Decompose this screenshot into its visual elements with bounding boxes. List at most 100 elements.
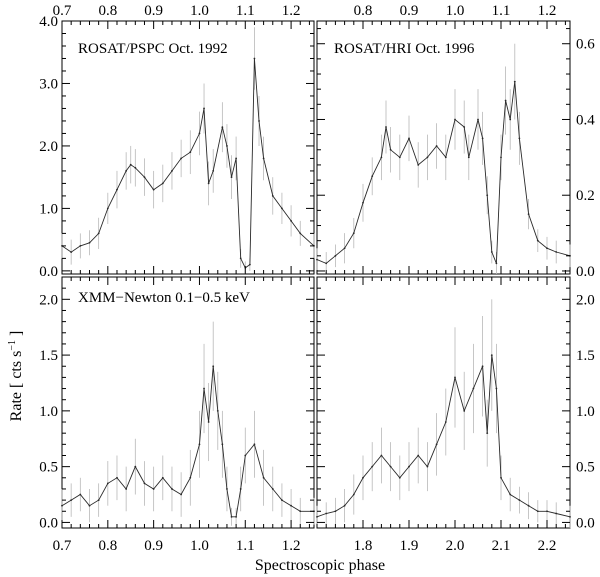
x-tick-label-hri-4: 1.2 (538, 3, 557, 19)
data-point-pspc-11 (152, 188, 155, 191)
data-point-hri-28 (518, 137, 521, 140)
x-tick-label-hri-2: 1.0 (446, 3, 465, 19)
x-tick-label-xmm2-4: 2.2 (538, 538, 557, 554)
data-point-xmm2-12 (426, 465, 429, 468)
data-point-pspc-23 (235, 157, 238, 160)
data-point-pspc-24 (239, 257, 242, 260)
panel-title-xmm1: XMM−Newton 0.1−0.5 keV (78, 290, 250, 306)
y-tick-label-hri-2: 0.4 (576, 112, 595, 128)
data-point-xmm2-25 (527, 504, 530, 507)
panel-frame-pspc (61, 20, 315, 275)
data-point-hri-20 (481, 137, 484, 140)
data-point-hri-11 (408, 137, 410, 140)
data-point-xmm2-0 (316, 515, 318, 518)
data-point-pspc-13 (171, 170, 173, 172)
data-point-xmm1-7 (125, 488, 128, 490)
data-point-pspc-32 (290, 220, 292, 222)
panel-frame-xmm2 (316, 276, 571, 529)
y-tick-label-hri-0: 0.0 (576, 264, 595, 280)
data-point-hri-29 (527, 213, 530, 216)
data-point-xmm2-6 (371, 465, 374, 468)
y-tick-label-hri-1: 0.2 (576, 188, 595, 204)
x-tick-label-xmm1-3: 1.0 (190, 538, 209, 554)
data-point-hri-15 (444, 156, 447, 159)
data-point-xmm1-10 (152, 488, 155, 490)
data-point-xmm1-6 (116, 476, 118, 479)
data-point-xmm1-2 (79, 493, 82, 496)
y-tick-label-xmm1-2: 1.0 (39, 404, 58, 420)
data-point-xmm2-28 (555, 512, 558, 515)
y-axis-label: Rate [ cts s−1 ] (7, 331, 25, 422)
panels-group: 0.7 0.8 0.9 1.0 1.1 1.2 0.0 1.0 2.0 3.0 4.0 ROSAT/P… (39, 3, 595, 554)
data-point-xmm1-17 (207, 421, 210, 423)
data-point-xmm2-14 (444, 421, 447, 423)
data-point-pspc-33 (299, 232, 302, 235)
data-point-pspc-6 (116, 188, 118, 191)
data-point-hri-19 (477, 118, 479, 121)
data-point-xmm1-29 (281, 499, 283, 502)
x-tick-label-pspc-4: 1.1 (236, 3, 255, 19)
data-point-pspc-26 (248, 263, 251, 266)
data-point-xmm1-1 (70, 499, 73, 502)
data-points-xmm2 (316, 354, 571, 518)
data-point-pspc-8 (129, 163, 132, 166)
x-tick-label-xmm2-3: 2.1 (492, 538, 511, 554)
data-point-pspc-17 (203, 107, 205, 110)
data-point-xmm2-27 (546, 510, 548, 513)
data-point-xmm1-22 (230, 515, 233, 518)
y-axis-label-superscript: −1 (7, 340, 18, 351)
data-point-xmm2-19 (486, 432, 489, 435)
y-tick-label-pspc-0: 0.0 (39, 264, 58, 280)
data-point-hri-3 (343, 247, 346, 250)
x-tick-label-hri-3: 1.1 (492, 3, 511, 19)
y-axis-label-main: Rate [ cts s (8, 351, 25, 422)
data-point-hri-30 (536, 239, 539, 242)
data-point-xmm2-20 (490, 354, 493, 356)
x-tick-label-pspc-2: 0.9 (144, 3, 163, 19)
x-tick-label-pspc-3: 1.0 (190, 3, 209, 19)
series-line-xmm1 (61, 366, 314, 518)
x-tick-label-xmm1-1: 0.8 (98, 538, 117, 554)
x-tick-label-hri-0: 0.8 (354, 3, 373, 19)
x-tick-label-xmm2-0: 1.8 (354, 538, 373, 554)
data-point-hri-16 (454, 118, 456, 121)
data-point-pspc-28 (258, 120, 260, 122)
data-point-xmm2-11 (417, 454, 420, 457)
panel-title-pspc: ROSAT/PSPC Oct. 1992 (78, 41, 228, 57)
data-points-xmm1 (61, 365, 315, 518)
data-point-hri-18 (467, 156, 470, 159)
x-tick-label-xmm1-5: 1.2 (282, 538, 301, 554)
data-point-hri-32 (555, 251, 558, 253)
error-bars-hri (316, 43, 571, 274)
data-point-pspc-1 (70, 251, 73, 254)
data-point-xmm2-29 (569, 515, 571, 518)
y-tick-label-pspc-2: 2.0 (39, 139, 58, 155)
data-point-xmm1-27 (262, 476, 265, 479)
data-point-xmm1-26 (253, 443, 256, 446)
data-point-pspc-21 (226, 145, 228, 147)
panel-frame-hri (316, 20, 571, 275)
data-point-pspc-20 (221, 126, 224, 129)
data-point-hri-23 (495, 262, 498, 265)
data-point-xmm2-9 (398, 476, 401, 479)
series-line-xmm2 (316, 355, 571, 518)
data-point-pspc-18 (207, 182, 210, 185)
data-point-xmm1-0 (61, 504, 63, 507)
data-point-xmm1-16 (203, 387, 205, 390)
x-tick-label-xmm1-2: 0.9 (144, 538, 163, 554)
data-point-xmm2-10 (408, 465, 410, 468)
data-point-pspc-2 (79, 244, 82, 247)
data-point-xmm1-12 (171, 488, 173, 490)
panel-xmm2: 1.8 1.9 2.0 2.1 2.2 0.0 0.5 1.0 1.5 2.0 (316, 276, 595, 554)
y-tick-label-xmm2-0: 0.0 (576, 515, 595, 531)
data-points-pspc (61, 57, 315, 269)
panel-xmm1: 0.7 0.8 0.9 1.0 1.1 1.2 0.0 0.5 1.0 1.5 2.0 XMM−New… (39, 276, 315, 554)
data-point-pspc-29 (262, 157, 265, 160)
data-point-xmm1-3 (88, 504, 91, 507)
panel-pspc: 0.7 0.8 0.9 1.0 1.1 1.2 0.0 1.0 2.0 3.0 4.0 ROSAT/P… (39, 3, 315, 280)
x-tick-label-xmm2-2: 2.0 (446, 538, 465, 554)
data-point-xmm1-18 (212, 365, 215, 368)
data-point-pspc-22 (230, 176, 233, 179)
data-point-xmm1-14 (189, 476, 192, 479)
